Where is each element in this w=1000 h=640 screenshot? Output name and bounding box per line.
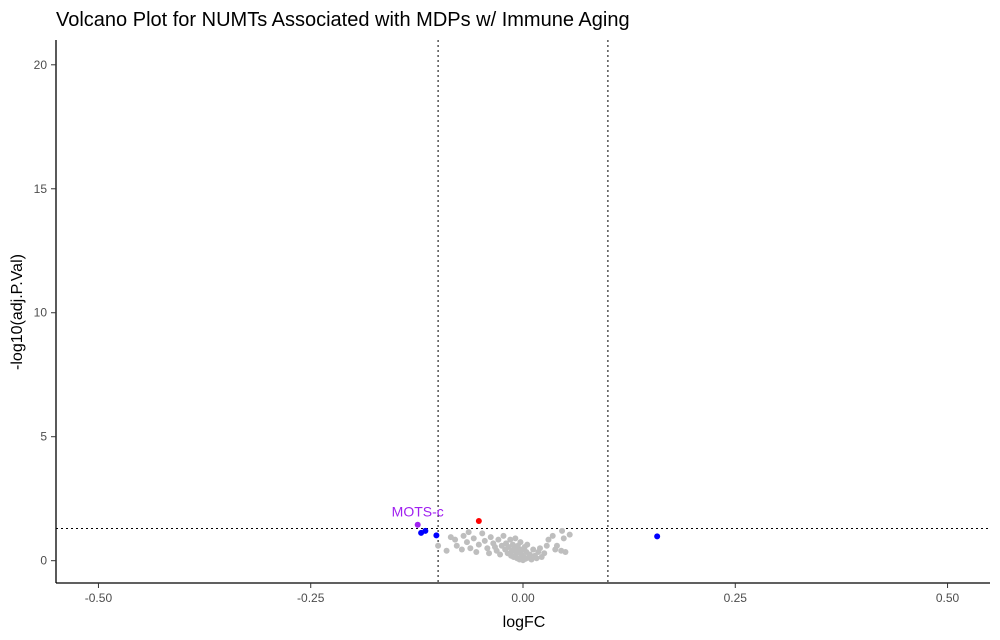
data-point (549, 532, 556, 539)
x-tick-label: -0.25 (297, 591, 325, 605)
data-point (433, 532, 440, 539)
data-point (460, 532, 467, 539)
data-point (512, 535, 519, 542)
y-tick-label: 0 (40, 554, 47, 568)
annotations: MOTS-c (392, 504, 444, 520)
data-point (560, 535, 567, 542)
data-point (484, 545, 491, 552)
chart-title: Volcano Plot for NUMTs Associated with M… (56, 9, 630, 31)
data-point (526, 551, 533, 558)
data-point (500, 532, 507, 539)
data-point (422, 527, 429, 534)
data-point (543, 542, 550, 549)
data-point (443, 547, 450, 554)
data-point (541, 550, 548, 557)
data-point (435, 542, 442, 549)
x-tick-label: 0.50 (936, 591, 960, 605)
data-point (458, 546, 465, 553)
y-axis-title: -log10(adj.P.Val) (9, 254, 26, 370)
data-point (481, 537, 488, 544)
y-tick-label: 20 (34, 58, 48, 72)
data-point (465, 529, 472, 536)
data-point (470, 535, 477, 542)
data-point (467, 545, 474, 552)
data-point (495, 536, 502, 543)
data-point (553, 542, 560, 549)
axes: -0.50 -0.25 0.00 0.25 0.50 0 5 10 15 20 (34, 40, 990, 605)
data-point (536, 545, 543, 552)
data-point (414, 521, 421, 528)
data-points (414, 518, 661, 564)
data-point (453, 542, 460, 549)
point-annotation-label: MOTS-c (392, 504, 444, 520)
data-point (562, 549, 569, 556)
x-tick-label: -0.50 (85, 591, 113, 605)
data-point (479, 530, 486, 537)
data-point (524, 541, 531, 548)
y-tick-label: 5 (40, 430, 47, 444)
data-point (517, 539, 524, 546)
data-point (497, 551, 504, 558)
x-tick-label: 0.25 (724, 591, 748, 605)
data-point (566, 531, 573, 538)
y-tick-label: 15 (34, 182, 48, 196)
data-point (654, 533, 661, 540)
y-tick-label: 10 (34, 306, 48, 320)
data-point (473, 549, 480, 556)
x-axis-title: logFC (503, 614, 546, 631)
data-point (452, 536, 459, 543)
data-point (507, 536, 514, 543)
data-point (533, 555, 540, 562)
data-point (545, 536, 552, 543)
data-point (475, 541, 482, 548)
x-tick-label: 0.00 (511, 591, 535, 605)
data-point (487, 534, 494, 541)
data-point (559, 527, 566, 534)
reference-lines (56, 40, 990, 583)
data-point (486, 550, 493, 557)
data-point (475, 518, 482, 525)
data-point (530, 546, 537, 553)
data-point (463, 539, 470, 546)
